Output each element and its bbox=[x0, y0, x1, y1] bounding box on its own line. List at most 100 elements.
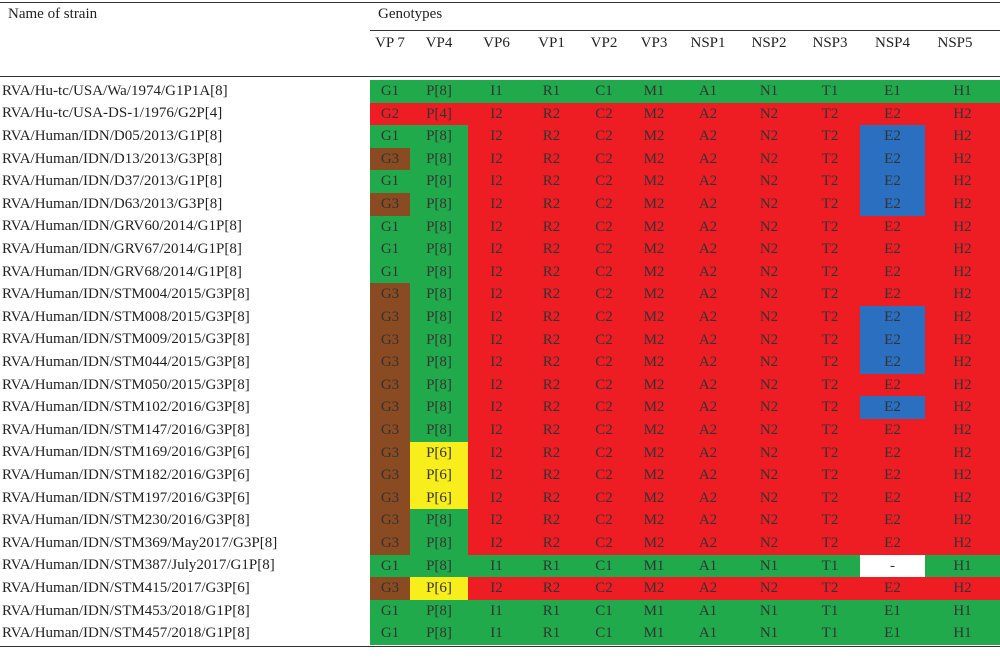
genotype-cell: H2 bbox=[925, 170, 1000, 194]
genotype-cell: T2 bbox=[800, 351, 860, 375]
column-header: VP4 bbox=[425, 35, 453, 51]
genotype-cell: P[8] bbox=[410, 170, 468, 194]
genotype-cell: T1 bbox=[800, 80, 860, 104]
genotype-cell: C2 bbox=[578, 215, 630, 239]
genotype-cell: M2 bbox=[630, 509, 678, 533]
genotype-cell: N2 bbox=[738, 102, 800, 126]
genotype-cell: I2 bbox=[468, 509, 525, 533]
genotype-cell: G3 bbox=[370, 351, 410, 375]
column-header: NSP2 bbox=[751, 35, 787, 51]
genotype-cell: N2 bbox=[738, 215, 800, 239]
genotype-cell: R2 bbox=[525, 486, 578, 510]
genotype-cell: N2 bbox=[738, 351, 800, 375]
genotype-cell: E2 bbox=[860, 260, 925, 284]
genotype-cell: H2 bbox=[925, 215, 1000, 239]
genotype-cell: I2 bbox=[468, 441, 525, 465]
genotype-cell: T2 bbox=[800, 125, 860, 149]
genotype-cell: G1 bbox=[370, 170, 410, 194]
genotype-cell: T2 bbox=[800, 193, 860, 217]
genotype-cell: T2 bbox=[800, 486, 860, 510]
genotype-cell: T2 bbox=[800, 419, 860, 443]
genotype-cell: R1 bbox=[525, 599, 578, 623]
genotype-cell: G1 bbox=[370, 80, 410, 104]
genotype-cell: R2 bbox=[525, 147, 578, 171]
genotype-cell: C2 bbox=[578, 238, 630, 262]
genotype-cell: R1 bbox=[525, 622, 578, 646]
genotype-cell: R2 bbox=[525, 260, 578, 284]
strain-name: RVA/Human/IDN/STM453/2018/G1P[8] bbox=[2, 602, 250, 619]
genotype-cell: E2 bbox=[860, 532, 925, 556]
genotype-cell: N2 bbox=[738, 441, 800, 465]
genotype-cell: T1 bbox=[800, 554, 860, 578]
genotype-cell: N1 bbox=[738, 80, 800, 104]
genotype-cell: N2 bbox=[738, 328, 800, 352]
genotype-cell: E2 bbox=[860, 373, 925, 397]
genotype-cell: P[8] bbox=[410, 193, 468, 217]
genotype-cell: R1 bbox=[525, 80, 578, 104]
genotype-cell: G3 bbox=[370, 464, 410, 488]
genotype-cell: T2 bbox=[800, 170, 860, 194]
genotype-cell: H2 bbox=[925, 441, 1000, 465]
strain-name: RVA/Human/IDN/D37/2013/G1P[8] bbox=[2, 173, 223, 190]
genotype-cell: N2 bbox=[738, 238, 800, 262]
genotype-cell: M2 bbox=[630, 419, 678, 443]
genotype-cell: T2 bbox=[800, 373, 860, 397]
genotype-cell: I2 bbox=[468, 147, 525, 171]
genotype-cell: H1 bbox=[925, 554, 1000, 578]
genotype-cell: I2 bbox=[468, 238, 525, 262]
genotype-cell: M2 bbox=[630, 238, 678, 262]
genotype-cell: A2 bbox=[678, 486, 738, 510]
genotype-cell: N2 bbox=[738, 125, 800, 149]
genotype-cell: H2 bbox=[925, 147, 1000, 171]
genotype-cell: C2 bbox=[578, 486, 630, 510]
genotype-cell: G2 bbox=[370, 102, 410, 126]
genotype-cell: M2 bbox=[630, 283, 678, 307]
genotype-cell: R2 bbox=[525, 170, 578, 194]
genotype-cell: A2 bbox=[678, 125, 738, 149]
genotype-cell: M1 bbox=[630, 622, 678, 646]
genotype-cell: I2 bbox=[468, 283, 525, 307]
genotype-cell: R2 bbox=[525, 577, 578, 601]
strain-name: RVA/Human/IDN/STM008/2015/G3P[8] bbox=[2, 308, 250, 325]
genotype-cell: E2 bbox=[860, 509, 925, 533]
genotype-cell: T2 bbox=[800, 147, 860, 171]
genotype-cell: P[6] bbox=[410, 486, 468, 510]
genotype-cell: G1 bbox=[370, 599, 410, 623]
genotype-cell: R2 bbox=[525, 283, 578, 307]
genotype-cell: M1 bbox=[630, 80, 678, 104]
genotype-cell: I1 bbox=[468, 599, 525, 623]
genotype-cell: A2 bbox=[678, 419, 738, 443]
genotype-cell: I2 bbox=[468, 419, 525, 443]
genotype-cell: R2 bbox=[525, 419, 578, 443]
genotype-cell: E1 bbox=[860, 599, 925, 623]
genotype-cell: M2 bbox=[630, 170, 678, 194]
genotype-cell: I2 bbox=[468, 396, 525, 420]
genotype-cell: T2 bbox=[800, 306, 860, 330]
genotype-cell: T2 bbox=[800, 396, 860, 420]
genotype-cell: P[8] bbox=[410, 328, 468, 352]
genotype-cell: G1 bbox=[370, 215, 410, 239]
strain-name: RVA/Human/IDN/STM230/2016/G3P[8] bbox=[2, 512, 250, 529]
column-header: VP3 bbox=[640, 35, 668, 51]
genotype-cell: A2 bbox=[678, 351, 738, 375]
genotype-cell: P[8] bbox=[410, 373, 468, 397]
genotype-cell: T1 bbox=[800, 599, 860, 623]
strain-name: RVA/Human/IDN/STM044/2015/G3P[8] bbox=[2, 353, 250, 370]
genotype-cell: H1 bbox=[925, 599, 1000, 623]
strain-name: RVA/Human/IDN/STM169/2016/G3P[6] bbox=[2, 444, 250, 461]
genotype-cell: H2 bbox=[925, 373, 1000, 397]
genotype-cell: R2 bbox=[525, 532, 578, 556]
genotype-cell: C2 bbox=[578, 147, 630, 171]
genotype-cell: G1 bbox=[370, 622, 410, 646]
genotype-cell: P[8] bbox=[410, 396, 468, 420]
genotype-cell: C2 bbox=[578, 532, 630, 556]
genotype-cell: A2 bbox=[678, 577, 738, 601]
genotype-cell: A2 bbox=[678, 238, 738, 262]
genotype-cell: P[6] bbox=[410, 464, 468, 488]
genotype-cell: H2 bbox=[925, 102, 1000, 126]
genotype-cell: E2 bbox=[860, 102, 925, 126]
genotype-cell: E2 bbox=[860, 170, 925, 194]
header-group: Genotypes bbox=[378, 6, 443, 22]
genotype-cell: A2 bbox=[678, 170, 738, 194]
genotype-cell: E2 bbox=[860, 306, 925, 330]
